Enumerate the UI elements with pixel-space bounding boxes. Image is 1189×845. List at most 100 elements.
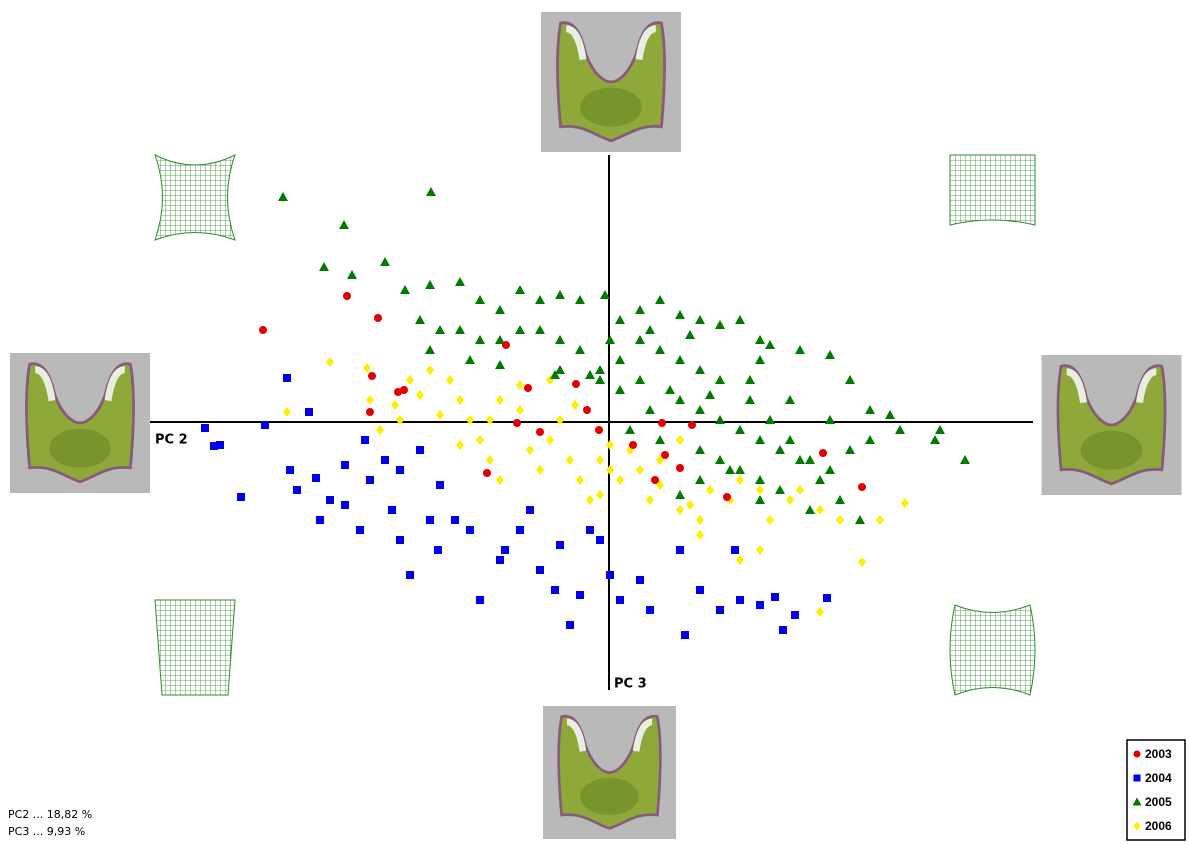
point <box>435 325 445 334</box>
point <box>434 546 442 554</box>
point <box>615 355 625 364</box>
point <box>496 395 504 405</box>
point <box>695 365 705 374</box>
point <box>736 596 744 604</box>
point <box>695 315 705 324</box>
point <box>356 526 364 534</box>
point <box>606 465 614 475</box>
point <box>516 380 524 390</box>
point <box>646 606 654 614</box>
point <box>576 475 584 485</box>
point <box>625 425 635 434</box>
point <box>341 461 349 469</box>
point <box>536 428 544 436</box>
point <box>895 425 905 434</box>
point <box>825 465 835 474</box>
point <box>595 365 605 374</box>
point <box>551 586 559 594</box>
point <box>885 410 895 419</box>
point <box>237 493 245 501</box>
point <box>725 465 735 474</box>
point <box>286 466 294 474</box>
point <box>283 374 291 382</box>
point <box>676 546 684 554</box>
legend-label: 2005 <box>1145 795 1172 809</box>
point <box>685 330 695 339</box>
point <box>676 464 684 472</box>
point <box>615 315 625 324</box>
point <box>361 436 369 444</box>
point <box>261 421 269 429</box>
point <box>415 315 425 324</box>
specimen-image <box>543 706 676 839</box>
point <box>665 385 675 394</box>
legend-marker <box>1133 821 1141 831</box>
point <box>380 257 390 266</box>
point <box>406 375 414 385</box>
point <box>326 357 334 367</box>
point <box>675 355 685 364</box>
point <box>723 493 731 501</box>
point <box>771 593 779 601</box>
point <box>595 375 605 384</box>
point <box>819 449 827 457</box>
point <box>556 415 564 425</box>
point <box>446 375 454 385</box>
point <box>655 345 665 354</box>
point <box>572 380 580 388</box>
legend-label: 2004 <box>1145 771 1172 785</box>
point <box>715 375 725 384</box>
point <box>501 546 509 554</box>
point <box>259 326 267 334</box>
point <box>319 262 329 271</box>
point <box>756 485 764 495</box>
point <box>686 500 694 510</box>
point <box>368 372 376 380</box>
point <box>391 400 399 410</box>
point <box>455 277 465 286</box>
point <box>658 419 666 427</box>
legend: 2003 2004 2005 2006 <box>1126 739 1186 841</box>
point <box>715 320 725 329</box>
x-axis-label: PC 2 <box>155 433 188 448</box>
point <box>495 335 505 344</box>
point <box>495 360 505 369</box>
point <box>366 408 374 416</box>
point <box>456 440 464 450</box>
point <box>366 476 374 484</box>
point <box>786 495 794 505</box>
point <box>476 596 484 604</box>
point <box>716 606 724 614</box>
point <box>475 295 485 304</box>
point <box>400 386 408 394</box>
point <box>736 555 744 565</box>
point <box>695 405 705 414</box>
legend-label: 2006 <box>1145 819 1172 833</box>
deformation-grid <box>154 153 1036 696</box>
point <box>516 526 524 534</box>
point <box>595 426 603 434</box>
point <box>676 435 684 445</box>
point <box>855 515 865 524</box>
point <box>835 495 845 504</box>
point <box>735 315 745 324</box>
point <box>930 435 940 444</box>
point <box>706 485 714 495</box>
point <box>736 475 744 485</box>
point <box>388 506 396 514</box>
point <box>513 419 521 427</box>
point <box>636 465 644 475</box>
point <box>635 335 645 344</box>
legend-marker <box>1133 750 1141 758</box>
specimen-image <box>10 353 150 493</box>
point <box>343 292 351 300</box>
point <box>536 566 544 574</box>
point <box>696 530 704 540</box>
point <box>341 501 349 509</box>
point <box>865 435 875 444</box>
point <box>785 435 795 444</box>
point <box>816 607 824 617</box>
point <box>526 506 534 514</box>
point <box>406 571 414 579</box>
point <box>795 455 805 464</box>
